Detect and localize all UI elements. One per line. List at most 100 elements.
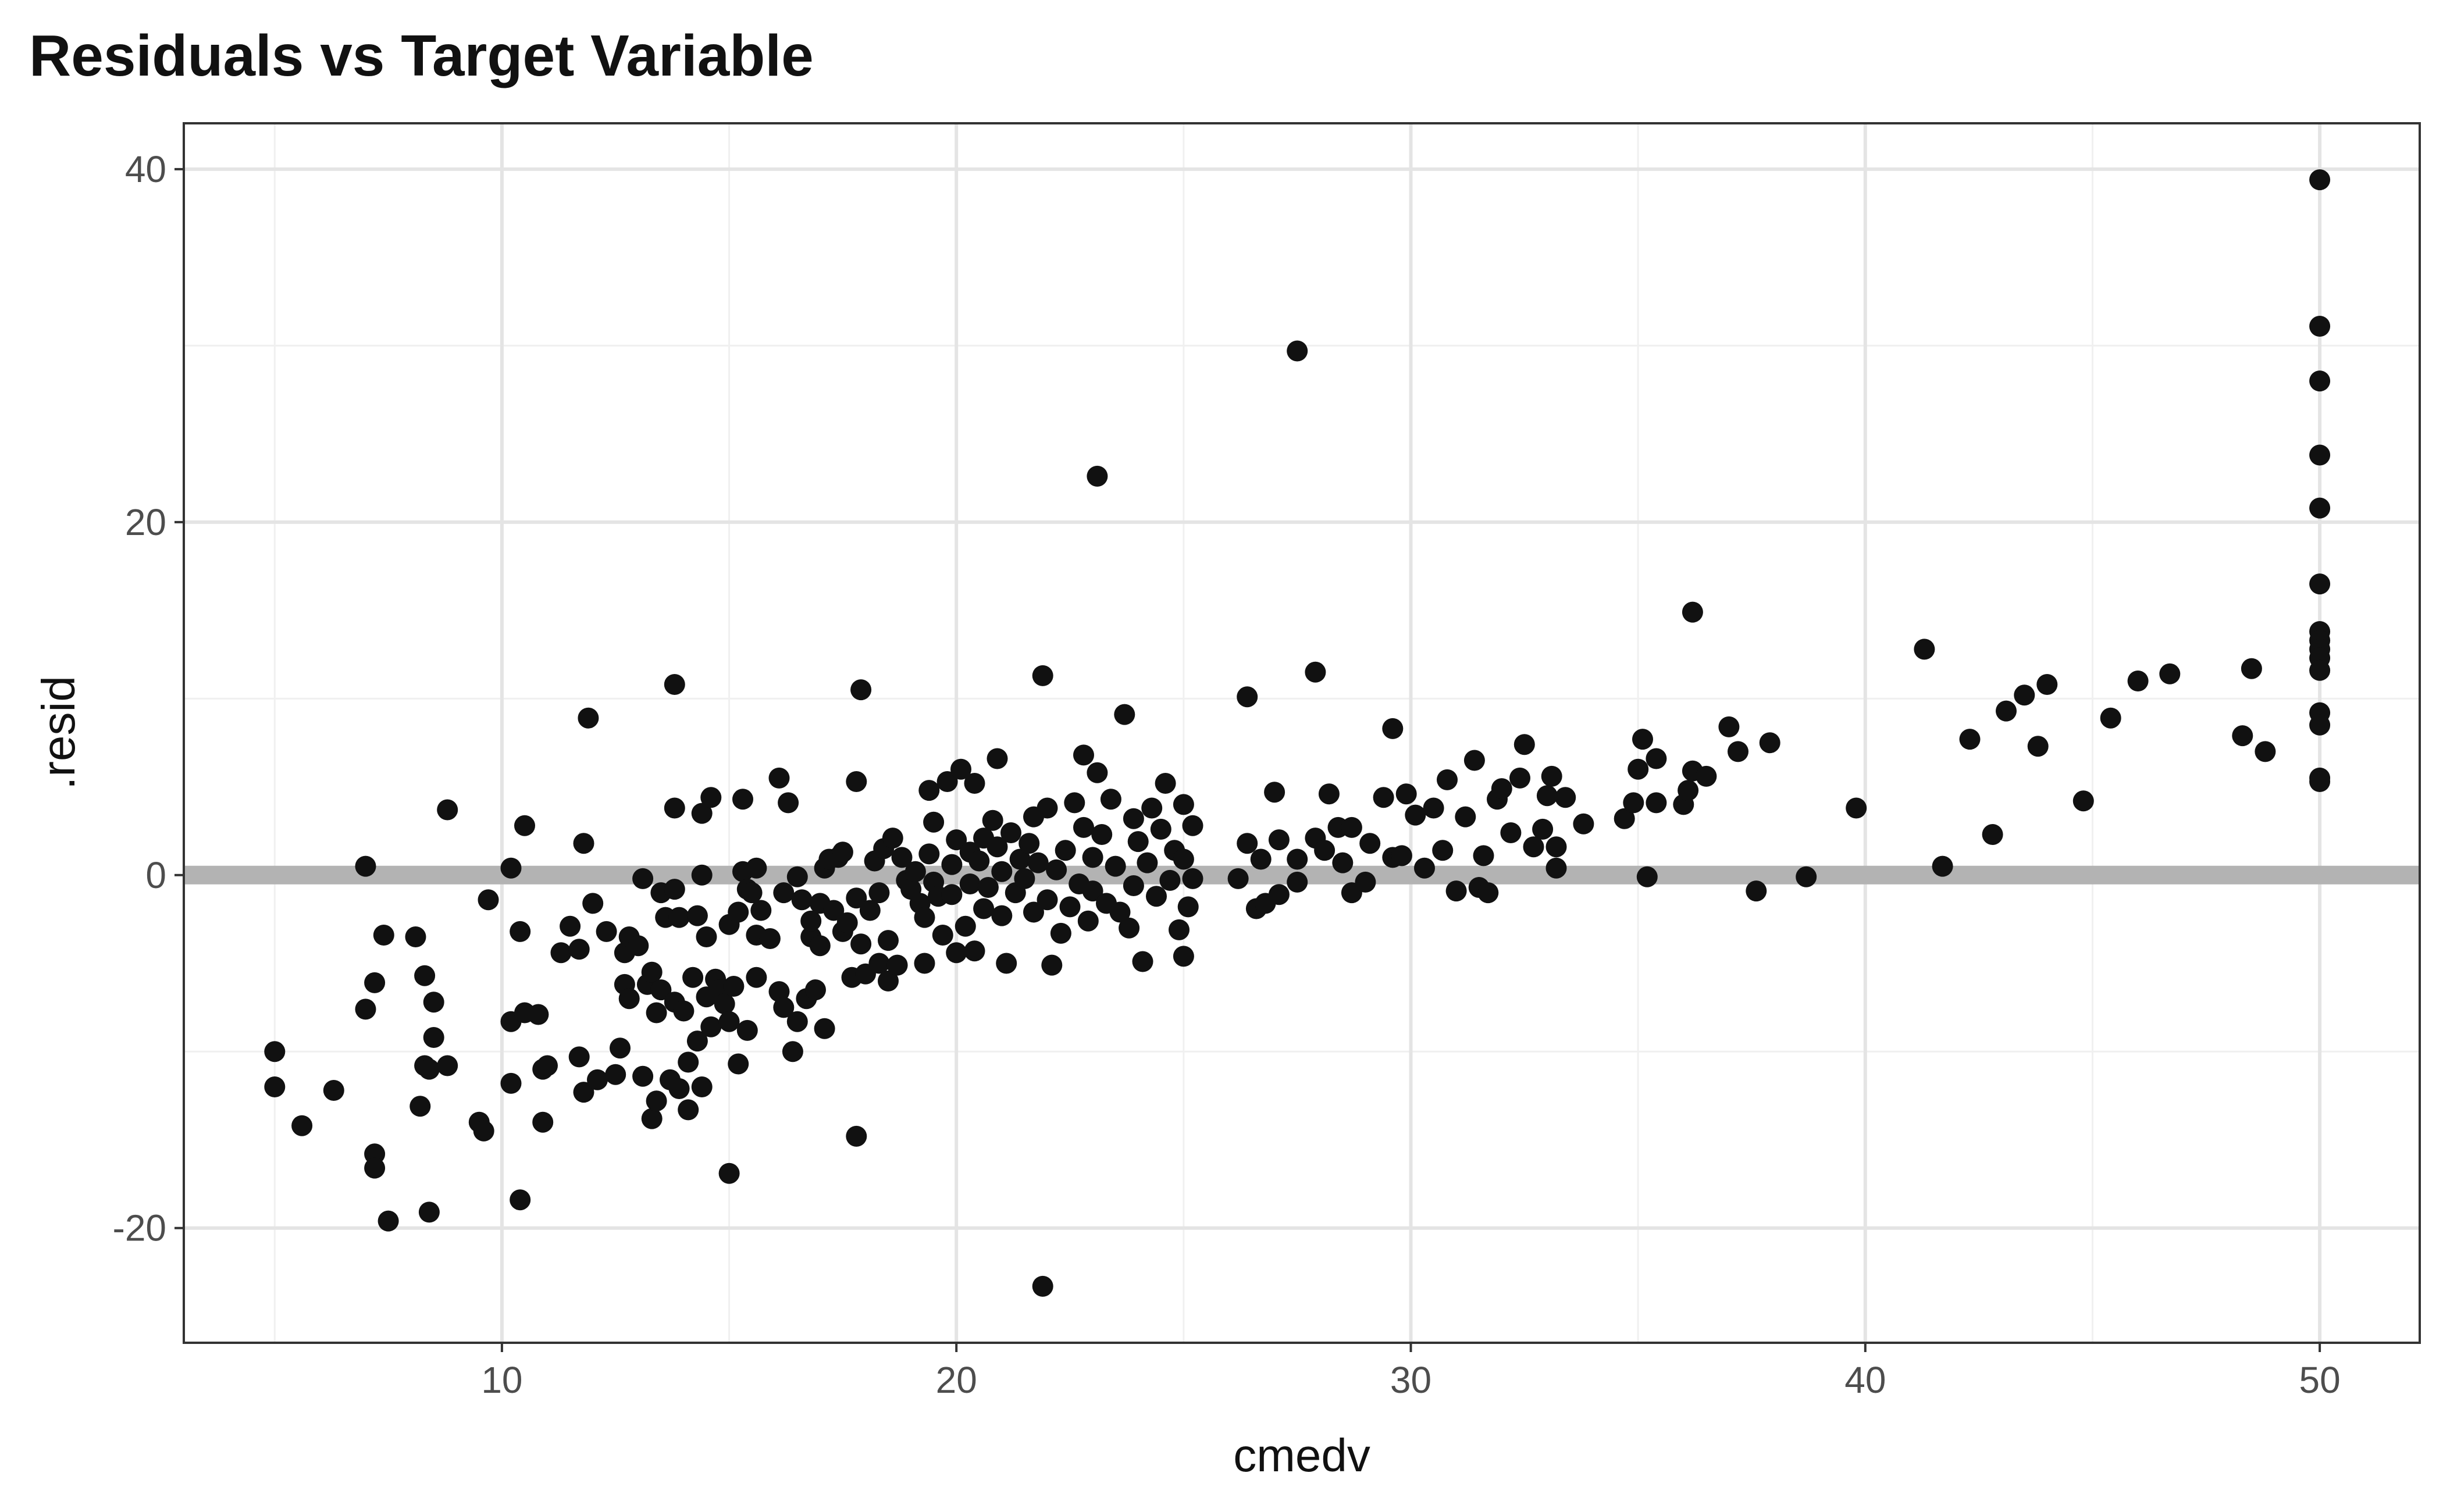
scatter-point	[1159, 869, 1181, 891]
scatter-point	[1268, 829, 1290, 851]
scatter-point	[2241, 658, 2262, 679]
y-tick-label: 20	[125, 501, 166, 543]
scatter-point	[1123, 875, 1144, 896]
scatter-point	[2309, 370, 2331, 392]
scatter-point	[1996, 700, 2017, 722]
scatter-point	[773, 882, 795, 904]
scatter-point	[1027, 852, 1049, 873]
scatter-point	[696, 926, 717, 947]
scatter-point	[723, 976, 745, 997]
scatter-point	[1041, 954, 1063, 976]
scatter-point	[1355, 871, 1376, 893]
scatter-point	[364, 972, 386, 993]
scatter-point	[678, 1051, 699, 1073]
scatter-point	[1314, 840, 1336, 861]
scatter-point	[1395, 783, 1417, 805]
scatter-point	[355, 999, 376, 1020]
scatter-point	[1455, 806, 1476, 828]
scatter-point	[550, 942, 572, 964]
scatter-point	[573, 833, 594, 854]
scatter-point	[1046, 859, 1067, 880]
scatter-point	[941, 854, 963, 875]
scatter-point	[678, 1099, 699, 1121]
scatter-point	[1696, 765, 1717, 787]
scatter-point	[1059, 896, 1081, 918]
scatter-point	[914, 953, 935, 974]
scatter-point	[1718, 716, 1740, 737]
scatter-point	[378, 1210, 399, 1232]
scatter-point	[1532, 818, 1554, 840]
scatter-point	[1959, 729, 1981, 750]
scatter-point	[859, 900, 881, 921]
scatter-point	[323, 1080, 344, 1101]
scatter-point	[2127, 671, 2149, 691]
scatter-point	[718, 1162, 740, 1184]
scatter-point	[1150, 818, 1171, 840]
scatter-point	[987, 748, 1008, 769]
scatter-point	[904, 861, 926, 882]
scatter-point	[1037, 797, 1058, 819]
scatter-point	[1509, 767, 1530, 789]
scatter-point	[728, 1053, 749, 1075]
scatter-point	[568, 1046, 590, 1068]
scatter-point	[423, 992, 444, 1013]
scatter-point	[2072, 790, 2094, 812]
scatter-point	[1173, 848, 1194, 870]
scatter-point	[1432, 840, 1454, 861]
scatter-point	[668, 907, 690, 928]
scatter-point	[814, 1018, 835, 1039]
scatter-point	[2309, 497, 2331, 519]
scatter-point	[1000, 822, 1021, 843]
scatter-point	[941, 884, 963, 905]
scatter-point	[946, 942, 967, 964]
scatter-point	[850, 679, 872, 701]
scatter-point	[500, 857, 522, 879]
scatter-point	[628, 935, 649, 957]
scatter-point	[991, 861, 1013, 882]
scatter-point	[728, 901, 749, 923]
scatter-point	[932, 925, 953, 946]
scatter-point	[968, 850, 990, 872]
x-tick-label: 50	[2299, 1359, 2341, 1401]
scatter-point	[1632, 729, 1653, 750]
scatter-point	[1264, 782, 1285, 803]
scatter-point	[364, 1157, 386, 1179]
scatter-point	[1037, 889, 1058, 911]
scatter-point	[682, 967, 704, 988]
scatter-point	[996, 953, 1017, 974]
scatter-point	[1359, 833, 1381, 854]
scatter-point	[587, 1069, 608, 1090]
scatter-point	[1268, 884, 1290, 905]
scatter-point	[914, 907, 935, 928]
scatter-point	[973, 898, 995, 919]
x-tick-label: 30	[1390, 1359, 1431, 1401]
scatter-point	[832, 841, 853, 863]
scatter-point	[918, 843, 940, 865]
scatter-point	[1137, 852, 1158, 873]
scatter-point	[1555, 787, 1576, 808]
scatter-point	[1728, 741, 1748, 762]
scatter-point	[1287, 871, 1308, 893]
scatter-point	[291, 1115, 313, 1136]
scatter-point	[355, 855, 376, 877]
y-axis-ticks: -20 0 20 40	[113, 148, 184, 1249]
scatter-point	[791, 889, 813, 911]
scatter-point	[610, 1037, 631, 1059]
scatter-point	[686, 1030, 708, 1052]
scatter-point	[528, 1004, 549, 1025]
chart-title: Residuals vs Target Variable	[29, 23, 814, 88]
scatter-point	[886, 954, 908, 976]
scatter-point	[1614, 808, 1635, 829]
plot-panel-border	[183, 122, 2421, 1344]
scatter-point	[2309, 573, 2331, 595]
scatter-point	[405, 926, 426, 947]
scatter-point	[641, 961, 663, 983]
scatter-point	[1391, 845, 1412, 866]
scatter-point	[646, 1002, 667, 1024]
scatter-point	[664, 797, 685, 819]
scatter-point	[1636, 866, 1658, 887]
scatter-point	[573, 1082, 594, 1103]
scatter-point	[1055, 840, 1076, 861]
scatter-point	[568, 939, 590, 960]
